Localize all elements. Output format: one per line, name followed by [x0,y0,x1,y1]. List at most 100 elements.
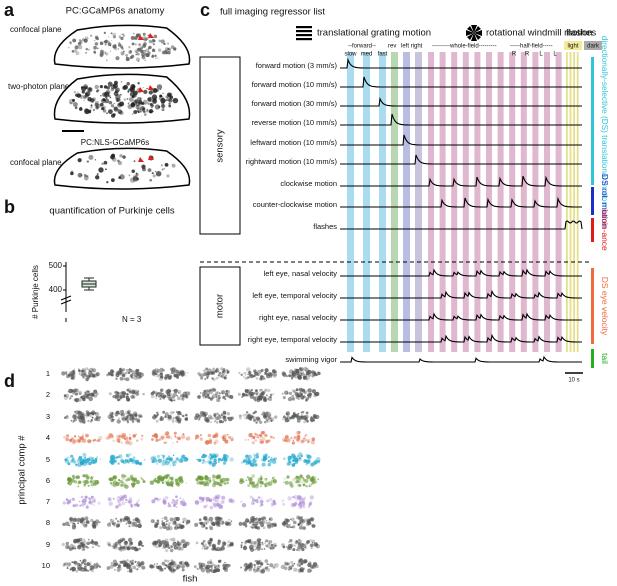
pc-blob [298,477,301,480]
pc-blob [286,462,291,466]
pc-blob [169,367,174,371]
pc-blob [209,541,212,544]
pc-blob [82,452,87,457]
pc-blob [307,369,312,375]
cell [155,57,157,60]
cell [135,57,140,62]
pc-blob [122,560,127,565]
pc-blob [135,391,140,396]
pc-blob [195,478,199,482]
pc-blob [310,564,315,569]
cell [151,104,154,107]
pc-blob [284,435,289,439]
pc-blob [272,436,275,439]
pc-blob [122,373,126,378]
pc-blob [136,439,139,442]
pc-blob [260,458,264,462]
pc-blob [172,520,177,525]
pc-blob [205,496,210,502]
pc-blob [257,559,262,565]
pc-blob [259,440,263,444]
cell [164,162,169,167]
pc-blob [241,503,247,508]
pc-blob [211,393,215,397]
pc-blob [164,460,170,466]
pc-blob [288,541,290,544]
pc-blob [222,563,227,568]
pc-blob [137,371,142,376]
pc-blob [224,456,227,460]
pc-blob [231,435,233,438]
pc-blob [311,539,316,544]
pc-blob [66,567,69,570]
pc-blob [243,372,246,374]
pc-blob [82,395,87,399]
pc-blob [92,524,97,529]
pc-blob [119,376,124,381]
n-label: N = 3 [122,315,142,324]
y-axis-label: principal comp # [17,435,28,505]
y-axis-label: # Purkinje cells [31,265,40,319]
pc-blob [85,433,89,438]
pc-blob [292,525,296,529]
pc-blob [309,539,312,542]
pc-blob [185,391,187,393]
pc-blob [173,460,177,464]
cell [90,106,93,109]
cell [112,113,116,117]
pc-blob [64,395,66,397]
pc-blob [121,417,125,420]
pc-blob [106,566,111,570]
pc-blob [302,569,305,573]
pc-blob [88,372,91,375]
pc-blob [120,520,123,522]
pc-blob [141,565,146,570]
pc-blob [177,436,181,441]
pc-blob [184,456,188,460]
cell [110,84,117,90]
cell [116,99,119,102]
pc-blob [139,522,142,524]
cell [83,175,89,181]
pc-blob [63,394,67,397]
pc-blob [127,417,131,421]
pc-blob [213,458,217,463]
cell [119,154,123,158]
pc-blob [177,412,181,415]
pc-blob [150,394,155,399]
pc-blob [92,368,97,373]
pc-blob [265,394,268,397]
pc-blob [91,540,95,544]
pc-blob [209,397,213,401]
pc-blob [125,498,128,502]
pc-blob [282,457,286,460]
pc-blob [282,417,286,421]
pc-blob [298,516,303,521]
side-bar [591,268,594,344]
pc-blob [219,416,222,419]
pc-blob [131,559,134,562]
pc-blob [255,421,258,424]
pc-blob [173,399,176,402]
pc-blob [266,372,269,375]
pc-blob [267,462,272,467]
pc-blob [290,517,295,522]
pc-blob [113,545,119,550]
pc-blob [184,417,188,421]
pc-blob [196,567,199,571]
pc-blob [204,476,209,481]
pc-blob [215,396,218,398]
pc-blob [194,522,199,527]
cell [156,84,163,90]
pc-blob [128,390,132,394]
cell [159,94,163,98]
pc-blob [182,517,187,522]
pc-blob [135,568,138,571]
cell [84,108,89,113]
pc-blob [225,419,227,421]
pc-blob [209,526,214,531]
pc-blob [77,457,82,462]
pc-blob [152,372,155,375]
pc-blob [65,393,70,398]
pc-blob [129,560,132,563]
